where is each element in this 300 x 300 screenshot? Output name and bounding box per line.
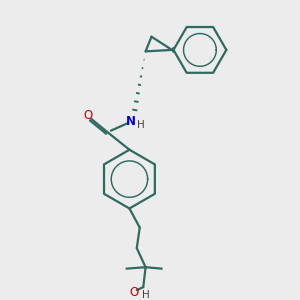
Text: H: H: [137, 120, 145, 130]
Text: N: N: [126, 115, 136, 128]
Text: H: H: [142, 290, 149, 300]
Text: O: O: [130, 286, 139, 299]
Text: O: O: [83, 110, 92, 122]
Polygon shape: [172, 47, 173, 52]
